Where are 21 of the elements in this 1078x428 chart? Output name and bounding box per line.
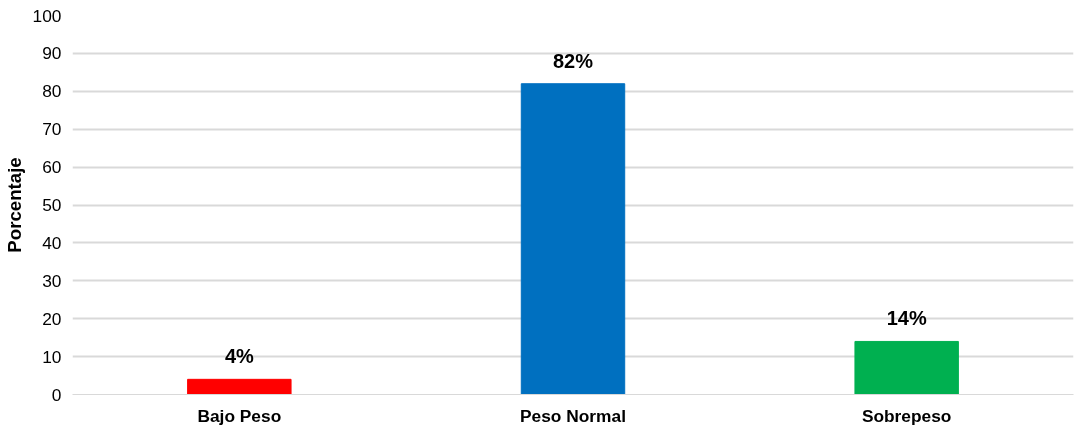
data-label: 14%: [886, 307, 927, 330]
y-tick-label: 0: [51, 384, 62, 405]
x-tick-label: Sobrepeso: [861, 405, 952, 426]
y-tick-label: 80: [42, 81, 62, 102]
bar: [520, 83, 626, 395]
y-axis-title: Porcentaje: [3, 157, 25, 253]
y-tick-label: 100: [32, 5, 62, 26]
bar: [187, 378, 292, 395]
y-tick-label: 30: [42, 270, 62, 291]
y-tick-label: 60: [42, 157, 62, 178]
bar: [854, 340, 959, 395]
data-label: 4%: [224, 345, 254, 368]
y-tick-label: 50: [42, 195, 62, 215]
x-tick-label: Peso Normal: [520, 405, 626, 426]
x-tick-label: Bajo Peso: [197, 405, 282, 426]
y-tick-label: 10: [42, 346, 62, 367]
data-label: 82%: [552, 49, 594, 72]
y-tick-label: 20: [42, 308, 62, 329]
y-tick-label: 90: [42, 43, 62, 64]
y-tick-label: 70: [42, 119, 62, 140]
y-tick-label: 40: [42, 232, 62, 253]
